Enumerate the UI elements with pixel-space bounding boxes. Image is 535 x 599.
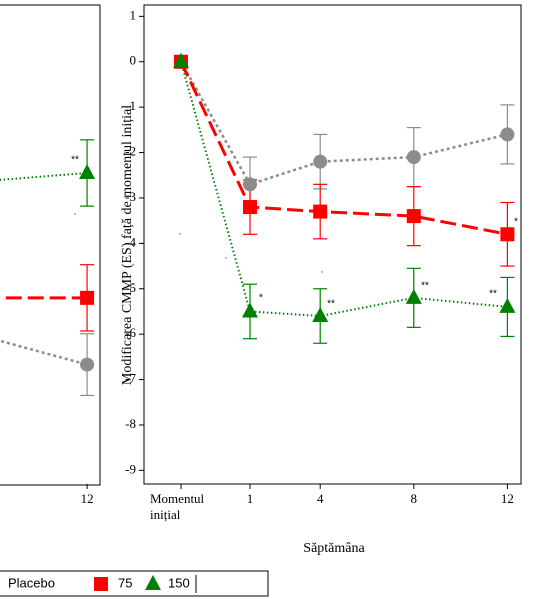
data-point (313, 154, 328, 169)
y-tick-label: 0 (130, 53, 137, 68)
y-tick-label: -6 (125, 325, 136, 340)
y-tick-label: -1 (125, 98, 136, 113)
x-tick-label: 12 (500, 491, 514, 506)
legend-marker (94, 577, 108, 591)
annotation: * (259, 293, 263, 304)
data-point (500, 227, 515, 242)
legend-label: Placebo (8, 575, 55, 590)
annotation: ** (71, 155, 79, 166)
y-tick-label: -4 (125, 234, 136, 249)
series-line (179, 61, 508, 236)
x-tick-label-box: 1 (200, 491, 300, 507)
data-point (405, 288, 422, 304)
plot-area (173, 52, 516, 344)
legend-label: 150 (168, 575, 190, 590)
x-tick-label: 8 (410, 491, 418, 506)
data-point (80, 290, 95, 305)
y-tick-label: -5 (125, 280, 136, 295)
data-point (500, 127, 515, 142)
data-point (313, 204, 328, 219)
y-tick-label: -2 (125, 144, 136, 159)
x-tick-label: 12 (80, 491, 94, 506)
plot-area (0, 139, 96, 397)
data-point (173, 52, 189, 68)
annotation: . (179, 227, 182, 238)
x-tick-label-box: 8 (364, 491, 464, 507)
data-point (79, 163, 96, 179)
series-line (0, 339, 88, 366)
annotation: ** (327, 299, 335, 310)
y-tick-label: 1 (130, 7, 137, 22)
annotation: ** (489, 289, 497, 300)
data-point (312, 307, 329, 323)
y-tick-label: -8 (125, 416, 136, 431)
y-tick-label: -3 (125, 189, 136, 204)
x-tick-label-box: 4 (270, 491, 370, 507)
y-axis-label: Modificarea CMMP (ES) față de momentul i… (120, 105, 135, 385)
y-tick-label: -9 (125, 461, 136, 476)
data-point (406, 150, 421, 165)
x-tick-label: 4 (316, 491, 324, 506)
x-tick-label: 1 (246, 491, 254, 506)
annotation: . (74, 207, 77, 218)
data-point (243, 200, 257, 215)
x-tick-label-box: 12 (37, 491, 137, 507)
data-point (80, 357, 95, 372)
legend-box (0, 570, 269, 597)
legend-marker (145, 575, 161, 590)
data-point (406, 209, 421, 224)
right-plot-frame (143, 4, 522, 485)
y-tick-label: -7 (125, 371, 136, 386)
data-point (499, 297, 516, 313)
annotation: ** (421, 281, 429, 292)
annotation: * (514, 217, 518, 228)
data-point (242, 302, 258, 318)
x-tick-label-box: 12 (457, 491, 535, 507)
series-line (0, 171, 88, 181)
x-tick-label-box: Momentul inițial (131, 491, 231, 523)
x-tick-label: Momentul inițial (150, 491, 205, 522)
legend-label: 75 (118, 575, 132, 590)
left-plot-frame (0, 4, 101, 486)
series-line (180, 61, 508, 318)
data-point (243, 177, 257, 192)
x-axis-label: Săptămâna (303, 541, 365, 556)
annotation: . (225, 251, 228, 262)
annotation: . (321, 265, 324, 276)
